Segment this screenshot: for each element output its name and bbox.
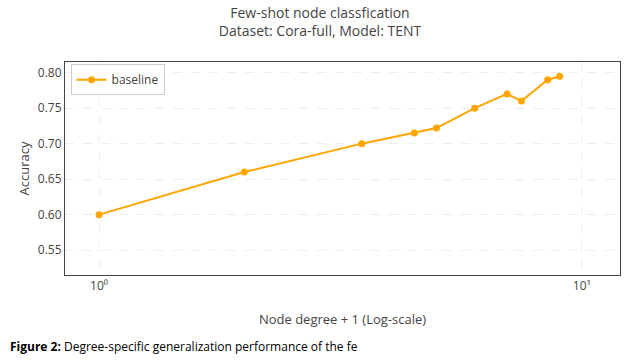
svg-text:10⁰: 10⁰ <box>90 277 108 294</box>
svg-text:0.65: 0.65 <box>38 170 62 187</box>
svg-text:Few-shot node classficationDat: Few-shot node classficationDataset: Cora… <box>219 3 422 40</box>
svg-text:0.55: 0.55 <box>38 241 62 258</box>
svg-text:Accuracy: Accuracy <box>15 141 33 195</box>
svg-text:Figure 2: Degree-specific gene: Figure 2: Degree-specific generalization… <box>10 338 358 355</box>
svg-text:0.80: 0.80 <box>38 64 62 81</box>
svg-text:0.75: 0.75 <box>38 99 62 116</box>
svg-text:10¹: 10¹ <box>573 277 591 294</box>
svg-text:baseline: baseline <box>112 71 159 88</box>
svg-text:0.70: 0.70 <box>38 135 62 152</box>
svg-text:0.60: 0.60 <box>38 206 62 223</box>
svg-text:Node degree + 1 (Log-scale): Node degree + 1 (Log-scale) <box>259 310 426 328</box>
